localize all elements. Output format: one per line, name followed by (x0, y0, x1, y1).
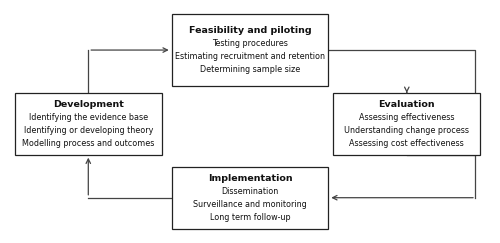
Text: Determining sample size: Determining sample size (200, 65, 300, 74)
Text: Assessing cost effectiveness: Assessing cost effectiveness (350, 139, 464, 148)
Bar (334, 93, 480, 155)
Text: Identifying the evidence base: Identifying the evidence base (28, 113, 148, 122)
Text: Dissemination: Dissemination (222, 187, 278, 196)
Bar (15, 93, 162, 155)
Text: Long term follow-up: Long term follow-up (210, 213, 290, 222)
Text: Testing procedures: Testing procedures (212, 39, 288, 48)
Text: Feasibility and piloting: Feasibility and piloting (188, 26, 312, 35)
Text: Evaluation: Evaluation (378, 100, 435, 109)
Bar (172, 14, 328, 86)
Text: Estimating recruitment and retention: Estimating recruitment and retention (175, 52, 325, 61)
Text: Implementation: Implementation (208, 174, 292, 182)
Text: Development: Development (53, 100, 124, 109)
Text: Understanding change process: Understanding change process (344, 126, 470, 135)
Text: Surveillance and monitoring: Surveillance and monitoring (193, 200, 307, 209)
Bar (172, 167, 328, 229)
Text: Assessing effectiveness: Assessing effectiveness (359, 113, 454, 122)
Text: Modelling process and outcomes: Modelling process and outcomes (22, 139, 154, 148)
Text: Identifying or developing theory: Identifying or developing theory (24, 126, 153, 135)
